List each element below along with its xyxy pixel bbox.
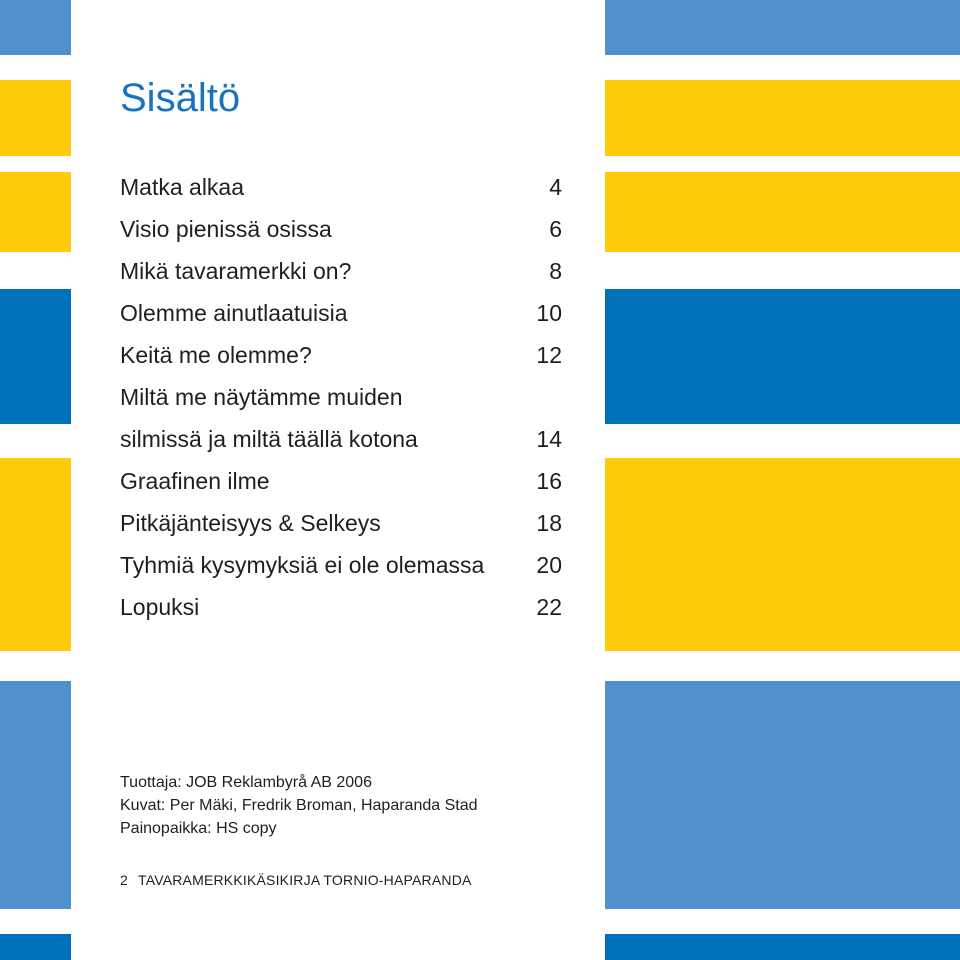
toc-entry-label: silmissä ja miltä täällä kotona [120, 426, 418, 452]
toc-entry-page: 22 [536, 594, 562, 620]
right-band-dark-blue-bottom [605, 934, 960, 960]
toc-entry-label: Matka alkaa [120, 174, 245, 200]
toc-entry[interactable]: Pitkäjänteisyys & Selkeys 18 [120, 502, 562, 544]
toc-entry[interactable]: Matka alkaa 4 [120, 166, 562, 208]
toc-entry-label: Mikä tavaramerkki on? [120, 258, 352, 284]
right-band-yellow-3 [605, 458, 960, 651]
left-band-yellow-1 [0, 80, 71, 156]
toc-entry[interactable]: Olemme ainutlaatuisia 10 [120, 292, 562, 334]
toc-entry[interactable]: Tyhmiä kysymyksiä ei ole olemassa 20 [120, 544, 562, 586]
toc-entry-page: 4 [549, 174, 562, 200]
page-footer: 2 TAVARAMERKKIKÄSIKIRJA TORNIO-HAPARANDA [120, 872, 472, 888]
toc-entry[interactable]: Mikä tavaramerkki on? 8 [120, 250, 562, 292]
right-band-light-blue-bottom [605, 681, 960, 909]
right-band-yellow-2 [605, 172, 960, 252]
left-band-light-blue-bottom [0, 681, 71, 909]
toc-entry-page: 12 [536, 342, 562, 368]
toc-entry-label: Miltä me näytämme muiden [120, 384, 403, 410]
toc-entry[interactable]: Keitä me olemme? 12 [120, 334, 562, 376]
left-band-dark-blue-bottom [0, 934, 71, 960]
toc-entry-page: 18 [536, 510, 562, 536]
toc-entry-label: Graafinen ilme [120, 468, 270, 494]
toc-entry-label: Tyhmiä kysymyksiä ei ole olemassa [120, 552, 485, 578]
table-of-contents: Matka alkaa 4 Visio pienissä osissa 6 Mi… [120, 166, 562, 628]
toc-entry-page: 8 [549, 258, 562, 284]
credit-printer: Painopaikka: HS copy [120, 820, 277, 837]
toc-entry-page: 20 [536, 552, 562, 578]
credit-photos: Kuvat: Per Mäki, Fredrik Broman, Haparan… [120, 797, 478, 814]
credit-producer: Tuottaja: JOB Reklambyrå AB 2006 [120, 774, 372, 791]
page-title: Sisältö [120, 76, 241, 120]
toc-entry-label: Keitä me olemme? [120, 342, 312, 368]
credits-block: Tuottaja: JOB Reklambyrå AB 2006 Kuvat: … [120, 771, 478, 840]
left-band-light-blue-top [0, 0, 71, 55]
toc-entry[interactable]: Miltä me näytämme muiden [120, 376, 562, 418]
toc-entry-page: 16 [536, 468, 562, 494]
right-band-yellow-1 [605, 80, 960, 156]
right-band-light-blue-top [605, 0, 960, 55]
left-band-yellow-2 [0, 172, 71, 252]
publication-title: TAVARAMERKKIKÄSIKIRJA TORNIO-HAPARANDA [138, 872, 472, 888]
toc-entry-page: 10 [536, 300, 562, 326]
toc-entry-label: Olemme ainutlaatuisia [120, 300, 348, 326]
toc-entry[interactable]: silmissä ja miltä täällä kotona 14 [120, 418, 562, 460]
toc-entry-page: 14 [536, 426, 562, 452]
toc-entry-label: Pitkäjänteisyys & Selkeys [120, 510, 381, 536]
right-band-dark-blue [605, 289, 960, 424]
toc-entry-page: 6 [549, 216, 562, 242]
toc-entry[interactable]: Visio pienissä osissa 6 [120, 208, 562, 250]
toc-entry-label: Visio pienissä osissa [120, 216, 332, 242]
toc-entry-label: Lopuksi [120, 594, 200, 620]
left-band-dark-blue [0, 289, 71, 424]
toc-entry[interactable]: Graafinen ilme 16 [120, 460, 562, 502]
page-number: 2 [120, 872, 128, 888]
left-band-yellow-3 [0, 458, 71, 651]
toc-entry[interactable]: Lopuksi 22 [120, 586, 562, 628]
